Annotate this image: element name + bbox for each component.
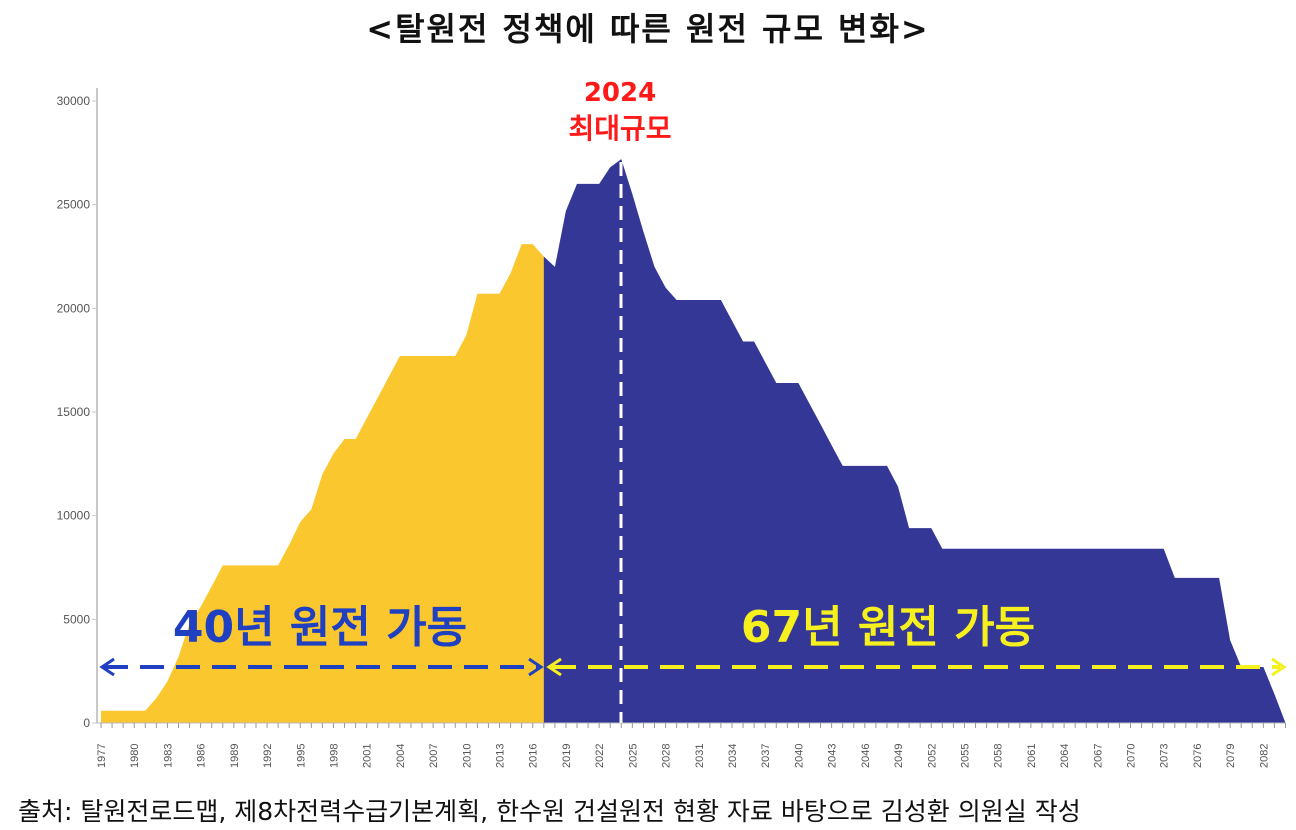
x-tick-label: 2013 [495, 744, 507, 768]
source-note: 출처: 탈원전로드맵, 제8차전력수급기본계획, 한수원 건설원전 현황 자료 … [18, 797, 1081, 826]
y-tick-label: 15000 [57, 405, 91, 419]
x-tick-label: 2067 [1092, 744, 1104, 768]
y-tick-label: 30000 [57, 94, 91, 108]
right-period-label: 67년 원전 가동 [741, 602, 1035, 653]
x-tick-label: 2061 [1026, 744, 1038, 768]
x-tick-label: 2004 [395, 744, 407, 768]
x-tick-label: 2064 [1059, 744, 1071, 768]
x-tick-label: 2049 [893, 744, 905, 768]
area-series-2 [543, 159, 1286, 724]
x-tick-label: 2082 [1258, 744, 1270, 768]
x-tick-label: 2025 [627, 744, 639, 768]
x-tick-label: 2079 [1225, 744, 1237, 768]
x-tick-label: 1995 [295, 744, 307, 768]
x-tick-label: 1977 [96, 744, 108, 768]
y-tick-label: 10000 [57, 509, 91, 523]
x-tick-label: 1980 [129, 744, 141, 768]
x-tick-label: 2058 [993, 744, 1005, 768]
peak-year-label: 2024 [584, 78, 656, 108]
left-period-arrow [99, 657, 544, 677]
y-tick-label: 25000 [57, 198, 91, 212]
y-tick-label: 20000 [57, 301, 91, 315]
right-period-arrow [546, 657, 1287, 677]
peak-label: 최대규모 [568, 112, 671, 145]
x-tick-label: 2037 [760, 744, 772, 768]
x-tick-label: 2055 [959, 744, 971, 768]
x-tick-label: 1983 [162, 744, 174, 768]
x-tick-label: 1998 [328, 744, 340, 768]
x-tick-label: 2022 [594, 744, 606, 768]
x-tick-label: 2001 [362, 744, 374, 768]
chart-title: <탈원전 정책에 따른 원전 규모 변화> [366, 10, 930, 48]
x-tick-label: 2040 [793, 744, 805, 768]
x-tick-label: 2043 [827, 744, 839, 768]
x-tick-label: 2034 [727, 744, 739, 768]
x-tick-label: 1989 [229, 744, 241, 768]
y-tick-label: 5000 [63, 612, 90, 626]
left-period-label: 40년 원전 가동 [173, 602, 467, 653]
x-tick-label: 2010 [461, 744, 473, 768]
x-tick-label: 2070 [1126, 744, 1138, 768]
area-series-1 [101, 244, 544, 723]
x-tick-label: 2073 [1159, 744, 1171, 768]
x-tick-label: 2019 [561, 744, 573, 768]
y-tick-label: 0 [83, 716, 90, 730]
x-tick-label: 1986 [196, 744, 208, 768]
x-tick-label: 2007 [428, 744, 440, 768]
x-tick-label: 2052 [926, 744, 938, 768]
x-tick-label: 1992 [262, 744, 274, 768]
x-tick-label: 2076 [1192, 744, 1204, 768]
x-tick-label: 2046 [860, 744, 872, 768]
x-tick-label: 2031 [694, 744, 706, 768]
x-tick-label: 2028 [661, 744, 673, 768]
x-tick-label: 2016 [528, 744, 540, 768]
